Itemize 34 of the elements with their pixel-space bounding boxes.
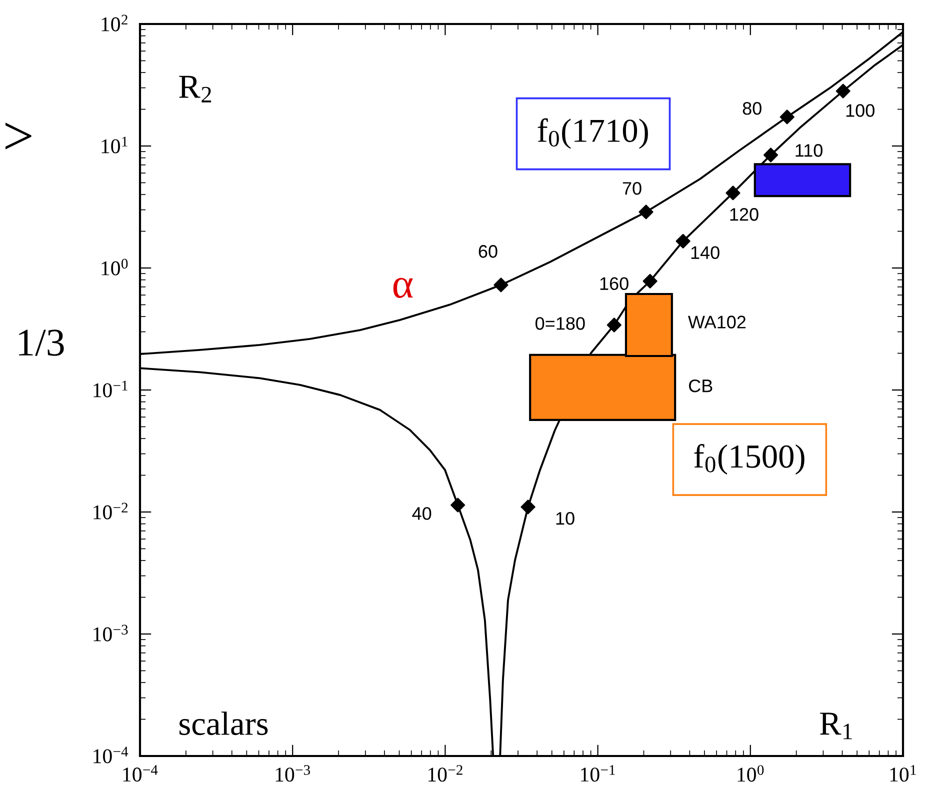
x-tick-label: 10$^{−1}$: [581, 765, 615, 782]
annotation: 10: [556, 512, 574, 525]
y-tick-label: 10$^{1}$: [102, 136, 128, 154]
annotation: 60: [478, 245, 498, 258]
annotation: 80: [742, 102, 762, 115]
annotation: 120: [730, 208, 758, 221]
annotation: 100: [846, 104, 874, 117]
annotation: f$_{0}$(1710): [538, 118, 648, 149]
annotation: 160: [600, 277, 628, 290]
annotation: α: [393, 278, 413, 298]
y-tick-label: 10$^{−4}$: [94, 746, 128, 764]
y-tick-label: 10$^{0}$: [102, 258, 128, 276]
annotation: 0=180: [536, 317, 585, 330]
annotation: R$_{2}$: [179, 76, 212, 102]
x-tick-label: 10$^{−2}$: [428, 765, 462, 782]
annotation: WA102: [688, 316, 746, 328]
x-tick-label: 10$^{−4}$: [123, 765, 158, 782]
annotation: R$_{1}$: [820, 712, 852, 740]
annotation: 40: [412, 507, 432, 520]
text: 1/3: [19, 330, 64, 356]
y-tick-label: 10$^{−2}$: [94, 502, 128, 520]
y-tick-label: 10$^{2}$: [102, 14, 128, 32]
annotation: scalars: [180, 712, 268, 736]
annotation: 110: [796, 144, 822, 157]
y-tick-label: 10$^{−3}$: [94, 624, 128, 642]
text: >: [5, 122, 32, 150]
annotation: CB: [689, 379, 712, 392]
x-tick-label: 10$^{1}$: [890, 765, 916, 782]
x-tick-label: 10$^{0}$: [738, 765, 764, 782]
x-tick-label: 10$^{−3}$: [276, 765, 310, 782]
annotation: 140: [691, 246, 720, 259]
y-tick-label: 10$^{−1}$: [94, 380, 128, 398]
annotation: f$_{0}$(1500): [694, 444, 804, 475]
annotation: 70: [622, 182, 642, 195]
